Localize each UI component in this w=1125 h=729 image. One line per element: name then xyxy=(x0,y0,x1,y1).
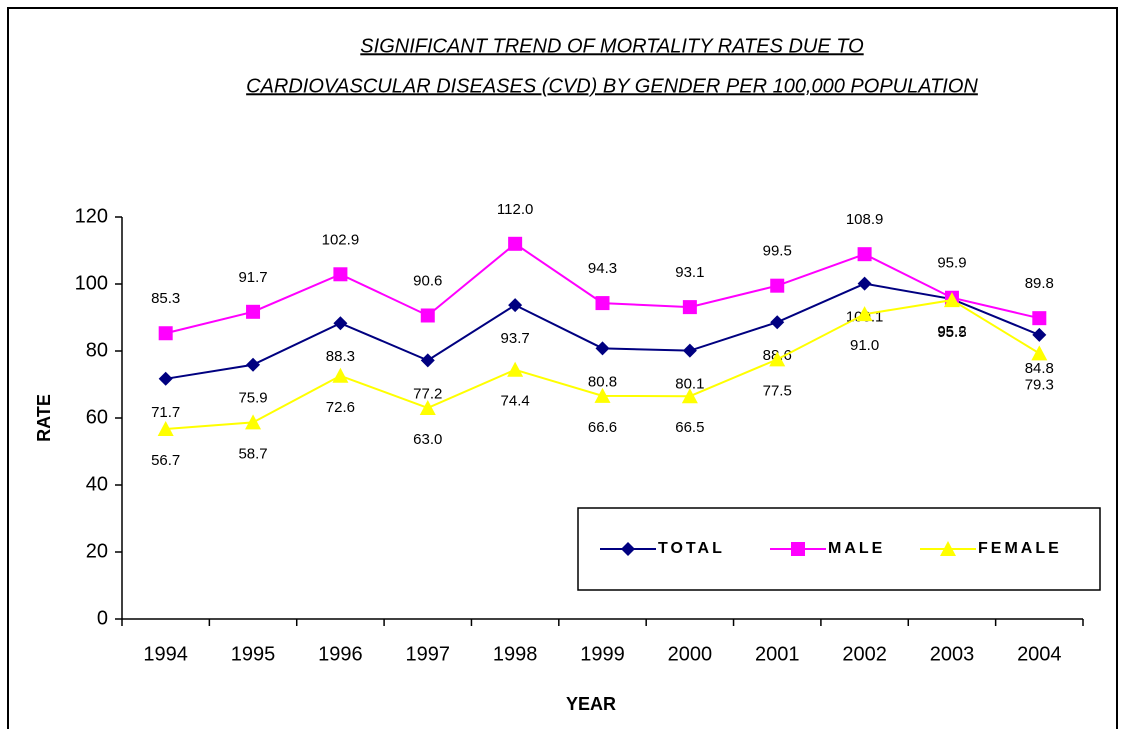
marker xyxy=(158,371,173,386)
data-label: 74.4 xyxy=(501,393,530,410)
x-tick-label: 2004 xyxy=(1017,643,1062,665)
chart-title: CARDIOVASCULAR DISEASES (CVD) BY GENDER … xyxy=(246,75,978,97)
marker xyxy=(508,236,523,251)
x-tick-label: 2001 xyxy=(755,643,800,665)
legend-label: MALE xyxy=(828,540,885,557)
marker xyxy=(246,304,261,319)
y-tick-label: 80 xyxy=(86,339,108,361)
marker xyxy=(943,292,960,308)
marker xyxy=(940,541,956,556)
data-label: 91.7 xyxy=(238,269,267,286)
marker xyxy=(682,300,697,315)
marker xyxy=(507,361,524,377)
data-label: 95.9 xyxy=(937,255,966,272)
marker xyxy=(856,306,873,322)
y-tick-label: 20 xyxy=(86,540,108,562)
marker xyxy=(246,357,261,372)
marker xyxy=(419,399,436,415)
legend-label: TOTAL xyxy=(658,540,725,557)
marker xyxy=(681,388,698,404)
y-tick-label: 120 xyxy=(75,205,108,227)
marker xyxy=(791,542,805,556)
data-label: 93.1 xyxy=(675,264,704,281)
marker xyxy=(333,316,348,331)
data-label: 75.9 xyxy=(238,390,267,407)
data-label: 94.3 xyxy=(588,260,617,277)
marker xyxy=(770,315,785,330)
x-tick-label: 2000 xyxy=(668,643,713,665)
marker xyxy=(420,308,435,323)
data-label: 77.5 xyxy=(763,382,792,399)
data-label: 90.6 xyxy=(413,272,442,289)
x-tick-label: 1997 xyxy=(406,643,451,665)
x-tick-label: 2002 xyxy=(842,643,887,665)
marker xyxy=(595,296,610,311)
x-tick-label: 1994 xyxy=(143,643,188,665)
data-label: 108.9 xyxy=(846,211,884,228)
data-label: 71.7 xyxy=(151,404,180,421)
x-tick-label: 1998 xyxy=(493,643,538,665)
data-label: 80.1 xyxy=(675,376,704,393)
data-label: 89.8 xyxy=(1025,275,1054,292)
x-tick-label: 1996 xyxy=(318,643,363,665)
marker xyxy=(1031,345,1048,361)
data-label: 91.0 xyxy=(850,337,879,354)
marker xyxy=(332,367,349,383)
legend-box xyxy=(577,507,1101,591)
marker xyxy=(333,267,348,282)
marker xyxy=(1032,327,1047,342)
data-label: 77.2 xyxy=(413,385,442,402)
y-tick-label: 100 xyxy=(75,272,108,294)
marker xyxy=(420,353,435,368)
data-label: 112.0 xyxy=(497,201,533,218)
data-label: 95.2 xyxy=(937,323,966,340)
x-axis-label: YEAR xyxy=(566,694,616,714)
data-label: 58.7 xyxy=(238,445,267,462)
x-tick-label: 1999 xyxy=(580,643,625,665)
data-label: 85.3 xyxy=(151,290,180,307)
marker xyxy=(595,341,610,356)
data-label: 79.3 xyxy=(1025,376,1054,393)
marker xyxy=(857,247,872,262)
data-label: 88.3 xyxy=(326,348,355,365)
data-label: 80.8 xyxy=(588,373,617,390)
y-tick-label: 40 xyxy=(86,473,108,495)
data-label: 99.5 xyxy=(763,243,792,260)
data-label: 66.6 xyxy=(588,419,617,436)
data-label: 93.7 xyxy=(501,330,530,347)
data-label: 95.5 xyxy=(937,324,966,341)
x-tick-label: 2003 xyxy=(930,643,975,665)
marker xyxy=(857,276,872,291)
legend-label: FEMALE xyxy=(978,540,1062,557)
y-tick-label: 0 xyxy=(97,607,108,629)
data-label: 72.6 xyxy=(326,399,355,416)
marker xyxy=(508,298,523,313)
marker xyxy=(770,278,785,293)
marker xyxy=(245,414,262,430)
data-label: 63.0 xyxy=(413,431,442,448)
marker xyxy=(769,351,786,367)
chart-title: SIGNIFICANT TREND OF MORTALITY RATES DUE… xyxy=(360,35,863,57)
marker xyxy=(594,387,611,403)
marker xyxy=(157,421,174,437)
data-label: 56.7 xyxy=(151,452,180,469)
y-tick-label: 60 xyxy=(86,406,108,428)
marker xyxy=(682,343,697,358)
y-axis-label: RATE xyxy=(34,394,54,442)
marker xyxy=(1032,311,1047,326)
marker xyxy=(621,542,635,556)
marker xyxy=(158,326,173,341)
data-label: 84.8 xyxy=(1025,360,1054,377)
data-label: 102.9 xyxy=(322,231,360,248)
data-label: 66.5 xyxy=(675,419,704,436)
x-tick-label: 1995 xyxy=(231,643,276,665)
chart-border xyxy=(7,7,1118,729)
